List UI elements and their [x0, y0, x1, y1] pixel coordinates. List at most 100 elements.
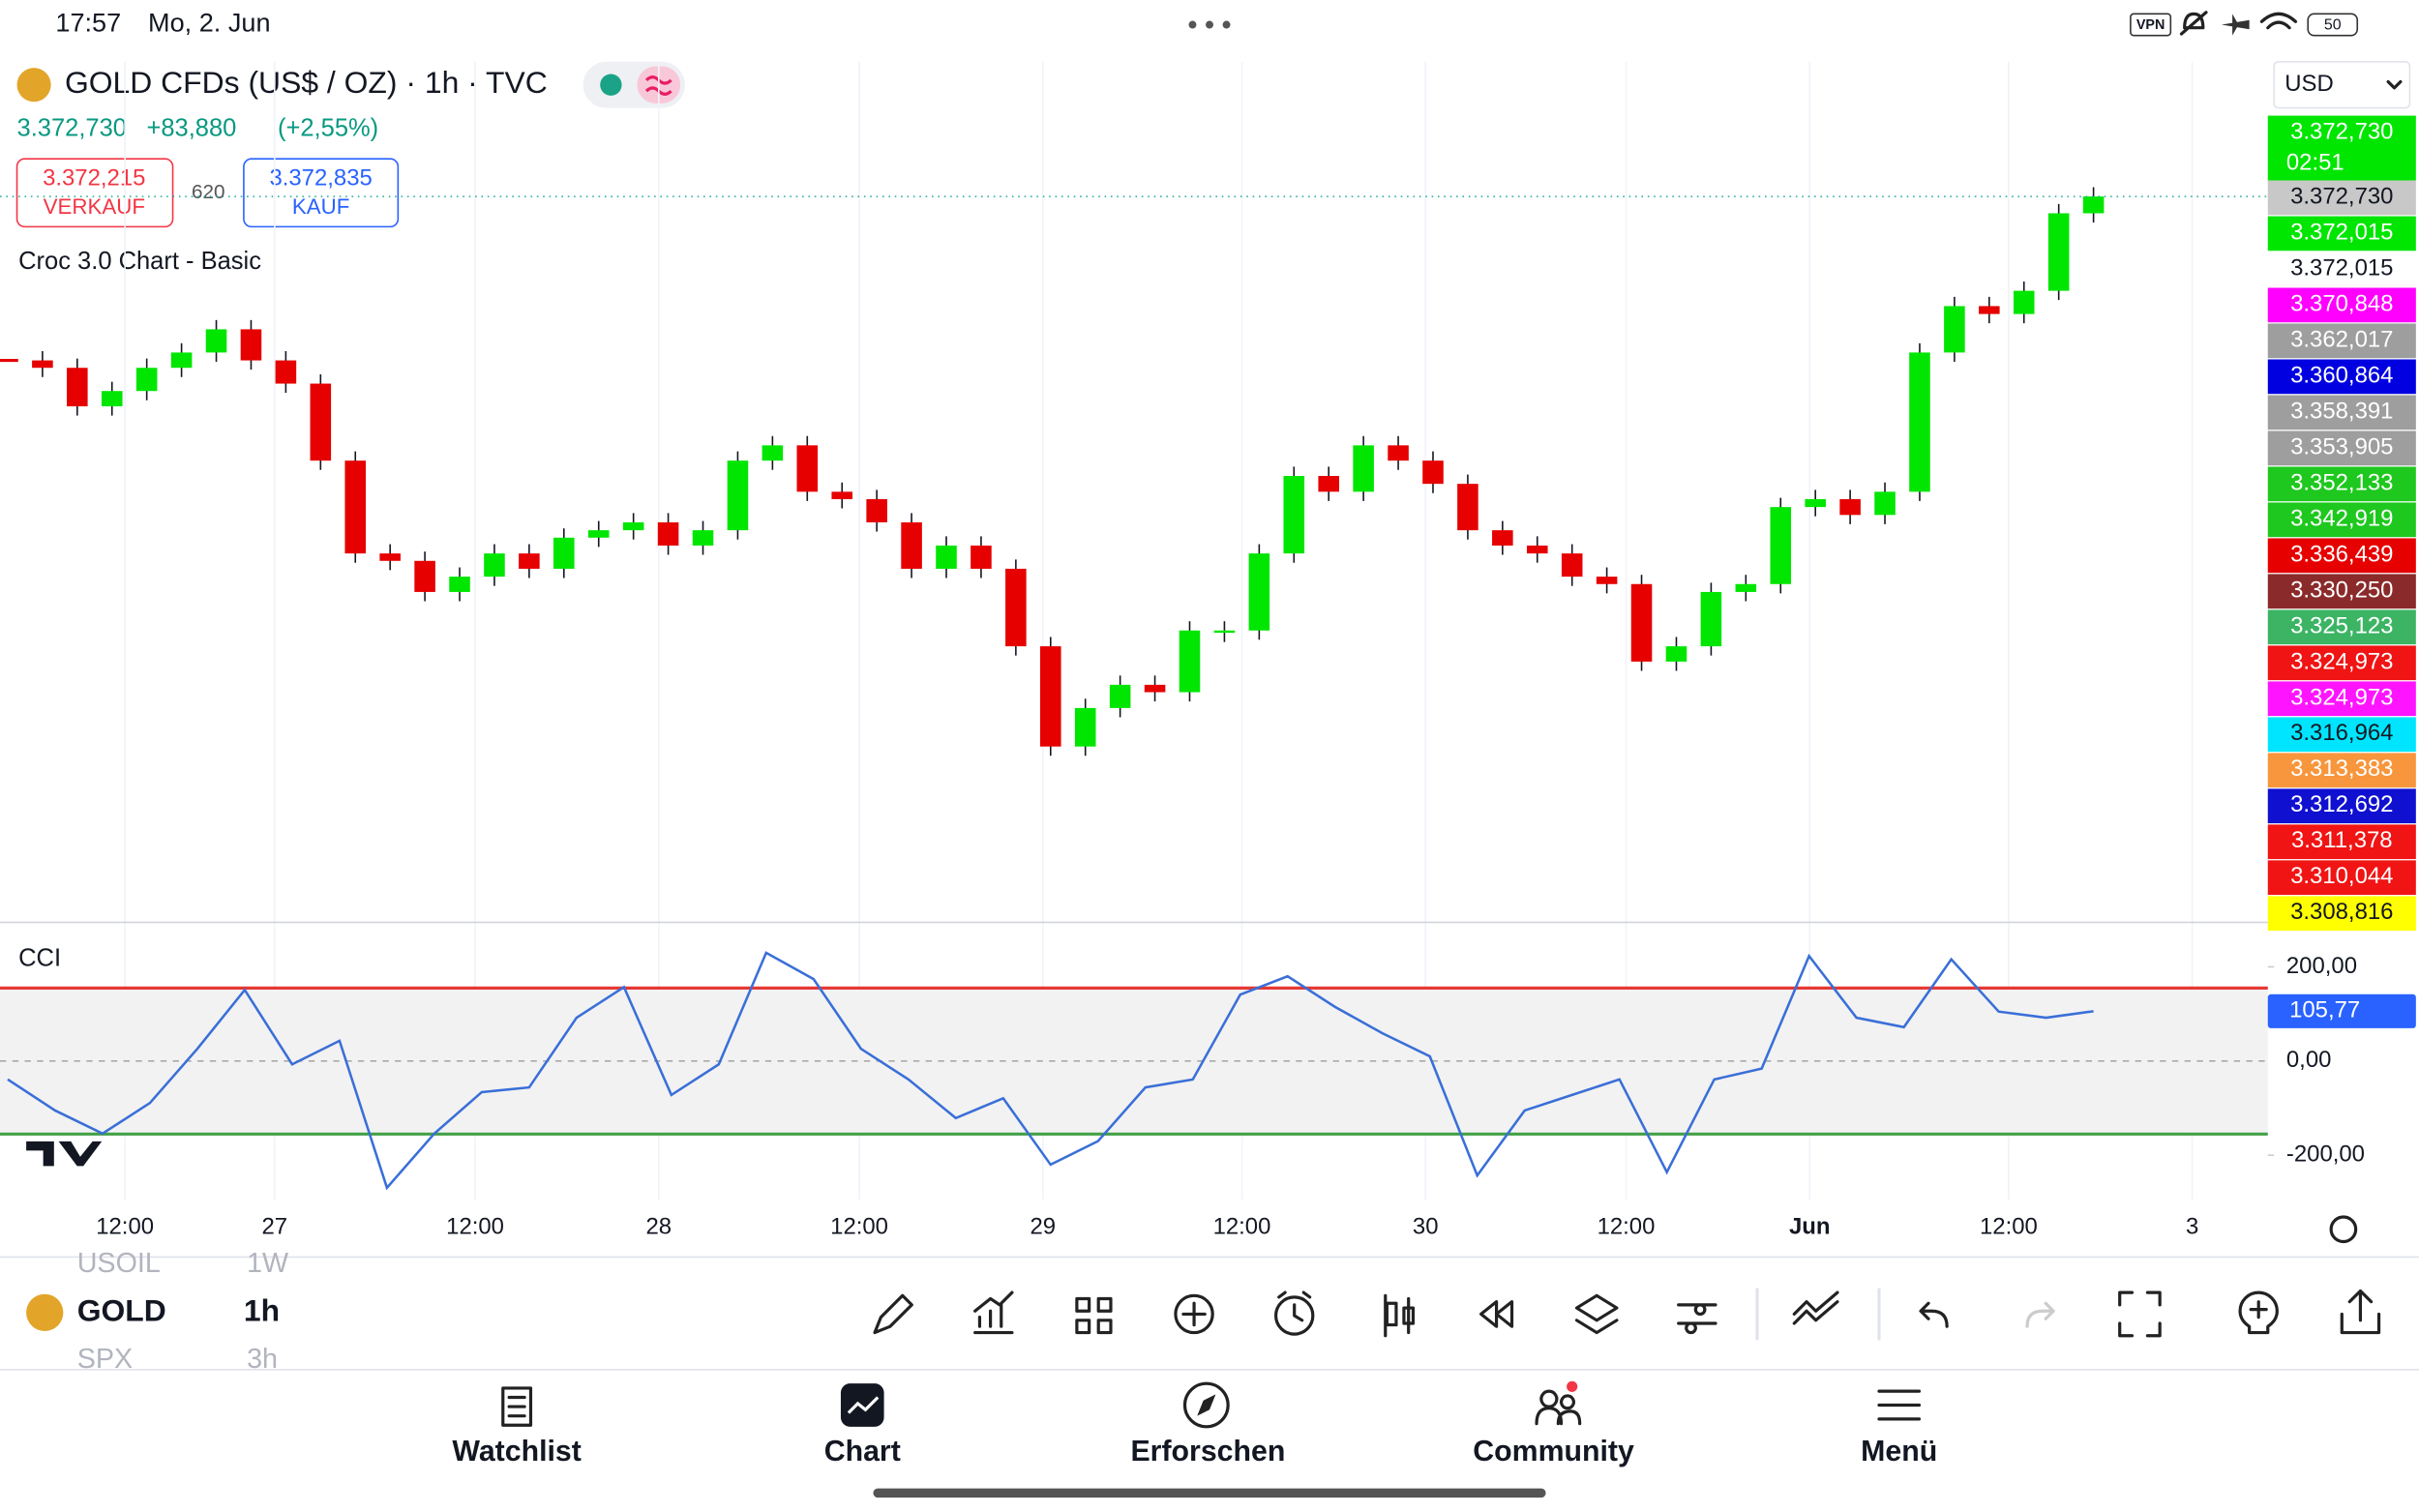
nav-watchlist[interactable]: Watchlist: [452, 1436, 581, 1468]
candle: [1805, 498, 1826, 508]
candle: [67, 368, 88, 407]
draw-tool[interactable]: [873, 1293, 913, 1335]
price-tag-label: 3.324,973: [2290, 684, 2393, 710]
price-tag-label: 3.353,905: [2290, 433, 2393, 460]
more-dots[interactable]: [1188, 20, 1231, 29]
price-tag-label: 3.325,123: [2290, 612, 2393, 638]
cci-line: [7, 951, 2094, 1191]
candle: [762, 445, 784, 461]
price-tag: [2267, 502, 2416, 538]
community-icon[interactable]: [1535, 1389, 1582, 1426]
watchlist-icon[interactable]: [501, 1386, 533, 1427]
candle: [1735, 583, 1757, 592]
explore-icon[interactable]: [1182, 1381, 1230, 1429]
price-tag: [2267, 287, 2416, 323]
alert-tool[interactable]: [1273, 1290, 1315, 1336]
price-tag: [2267, 681, 2416, 717]
symbol-icon: [26, 1293, 64, 1331]
cci-current-label: 105,77: [2289, 997, 2360, 1023]
candle: [1353, 445, 1374, 492]
layout-tool[interactable]: [1075, 1296, 1113, 1335]
compare-tool[interactable]: [1792, 1290, 1839, 1325]
buy-button[interactable]: [243, 158, 400, 228]
vpn: VPN: [2136, 17, 2165, 33]
candle: [1388, 445, 1409, 461]
undo-tool[interactable]: [1919, 1301, 1949, 1328]
idea-tool[interactable]: [2238, 1290, 2279, 1335]
x-tick-label: 12:00: [1598, 1213, 1656, 1239]
redo-tool: [2025, 1301, 2055, 1328]
candle: [1561, 553, 1583, 578]
candle: [275, 360, 297, 384]
price-tag-label: 3.313,383: [2290, 756, 2393, 782]
price-tag: [2267, 717, 2416, 753]
price-tag: [2267, 180, 2416, 216]
price-tag-label: 3.308,816: [2290, 899, 2393, 925]
price-tag: [2267, 860, 2416, 896]
price-tag: [2267, 896, 2416, 932]
price-tag-label: 3.372,730: [2290, 183, 2393, 209]
spread: 620: [192, 181, 225, 203]
countdown: 02:51: [2286, 149, 2344, 175]
y-tick-label: 200,00: [2286, 953, 2357, 979]
candle: [1040, 646, 1061, 747]
candle: [1318, 475, 1339, 492]
nav-explore[interactable]: Erforschen: [1130, 1436, 1285, 1468]
replay-tool[interactable]: [1479, 1300, 1514, 1328]
cci-current-tag: [2267, 993, 2416, 1028]
layers-tool[interactable]: [1574, 1293, 1619, 1335]
price-tag-label: 3.370,848: [2290, 290, 2393, 316]
symbol-prev[interactable]: USOIL: [77, 1248, 161, 1279]
interval-current[interactable]: 1h: [244, 1292, 280, 1327]
airplane-icon: [2221, 14, 2250, 36]
share-tool[interactable]: [2340, 1289, 2381, 1335]
currency-select[interactable]: [2273, 60, 2411, 109]
candle: [1492, 530, 1513, 546]
chart-type-tool[interactable]: [1384, 1293, 1416, 1338]
candle: [344, 460, 367, 554]
nav-menu[interactable]: Menü: [1861, 1436, 1937, 1468]
price-tag-label: 3.372,015: [2290, 254, 2393, 281]
price-tag-label: 3.372,730: [2290, 118, 2393, 144]
indicators-tool[interactable]: [973, 1290, 1014, 1335]
date: Mo, 2. Jun: [148, 8, 270, 38]
buy-label: KAUF: [292, 194, 350, 219]
price-tag-label: 3.336,439: [2290, 541, 2393, 567]
last-price: 3.372,730: [17, 115, 127, 142]
price-tag: [2267, 753, 2416, 788]
candle: [1700, 591, 1722, 647]
price-tag-label: 3.324,973: [2290, 648, 2393, 674]
nav-chart[interactable]: Chart: [824, 1436, 901, 1468]
candle: [796, 445, 819, 492]
nav-community[interactable]: Community: [1473, 1436, 1634, 1468]
candle: [101, 391, 123, 407]
chart-icon[interactable]: [840, 1383, 884, 1427]
candle: [1770, 507, 1792, 584]
candle: [587, 530, 610, 538]
candle: [1213, 630, 1236, 634]
symbol-current[interactable]: GOLD: [77, 1292, 166, 1327]
price-tag: [2267, 609, 2416, 645]
candle: [727, 460, 749, 531]
price-tag: [2267, 115, 2416, 181]
x-tick-label: 12:00: [96, 1213, 154, 1239]
x-tick-label: 12:00: [830, 1213, 888, 1239]
menu-icon[interactable]: [1877, 1389, 1922, 1421]
candle: [1944, 306, 1965, 353]
interval-prev[interactable]: 1W: [247, 1248, 288, 1279]
symbol-title[interactable]: GOLD CFDs (US$ / OZ) · 1h · TVC: [65, 65, 548, 100]
x-tick-label: 27: [262, 1213, 288, 1239]
candle: [657, 521, 679, 546]
fullscreen-tool[interactable]: [2118, 1290, 2162, 1338]
candle: [1596, 577, 1618, 584]
battery: 50: [2324, 17, 2342, 34]
x-tick-label: 3: [2186, 1213, 2198, 1239]
add-tool[interactable]: [1174, 1293, 1214, 1335]
sell-button[interactable]: [15, 158, 174, 228]
settings-icon[interactable]: [2329, 1215, 2358, 1244]
settings-tool[interactable]: [1677, 1303, 1717, 1335]
buy-price: 3.372,835: [269, 164, 372, 191]
candle: [135, 368, 158, 392]
cci-label: CCI: [18, 944, 61, 971]
